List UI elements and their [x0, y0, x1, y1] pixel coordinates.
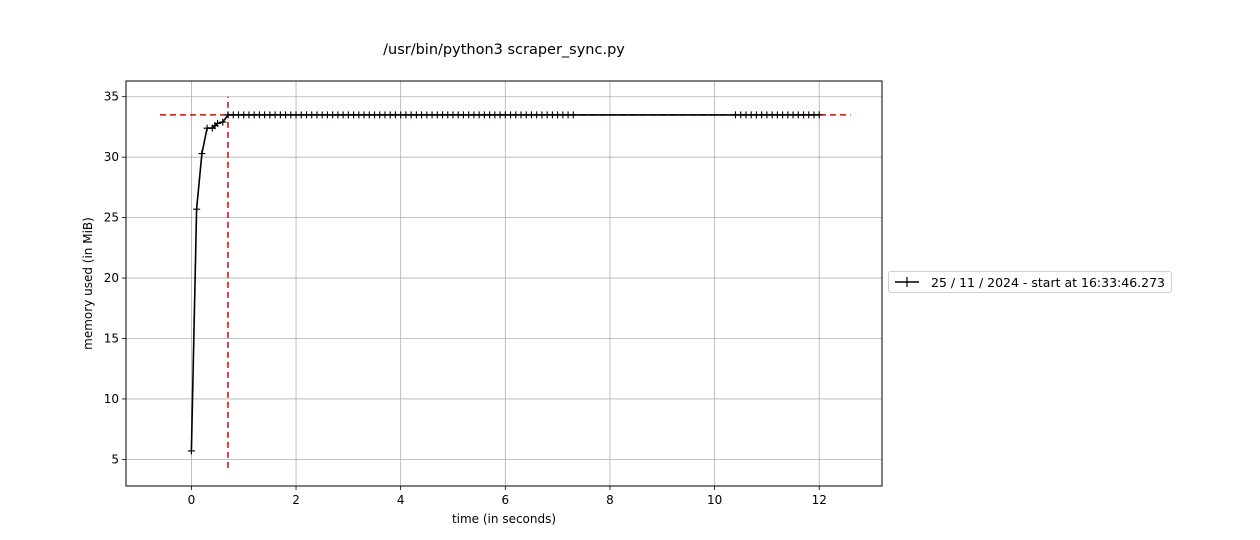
chart-title: /usr/bin/python3 scraper_sync.py — [383, 42, 625, 58]
data-point-marker — [219, 118, 227, 126]
x-tick-label: 0 — [188, 493, 196, 507]
y-tick-label: 5 — [111, 452, 119, 466]
x-tick-label: 4 — [397, 493, 405, 507]
legend-label: 25 / 11 / 2024 - start at 16:33:46.273 — [931, 274, 1165, 290]
grid-lines — [126, 81, 882, 486]
data-point-marker — [815, 111, 823, 119]
legend: 25 / 11 / 2024 - start at 16:33:46.273 — [888, 271, 1172, 293]
legend-line-plus-icon — [895, 277, 919, 287]
plot-frame — [125, 80, 883, 487]
x-tick-label: 8 — [606, 493, 614, 507]
series-layer — [187, 111, 823, 455]
x-tick-label: 12 — [812, 493, 827, 507]
y-tick-label: 20 — [104, 271, 119, 285]
y-tick-label: 15 — [104, 332, 119, 346]
y-tick-label: 25 — [104, 211, 119, 225]
data-point-marker — [214, 119, 222, 127]
y-axis-label: memory used (in MiB) — [81, 217, 95, 350]
data-point-marker — [187, 447, 195, 455]
axis-ticks: 0 2 4 6 8 10 12 5 10 15 20 25 30 35 — [104, 90, 827, 507]
y-tick-label: 10 — [104, 392, 119, 406]
x-tick-label: 10 — [707, 493, 722, 507]
x-tick-label: 6 — [501, 493, 509, 507]
y-tick-label: 30 — [104, 150, 119, 164]
data-point-marker — [193, 205, 201, 213]
x-tick-label: 2 — [292, 493, 300, 507]
data-point-marker — [198, 150, 206, 158]
x-axis-label: time (in seconds) — [452, 512, 556, 526]
data-point-marker — [569, 111, 577, 119]
y-tick-label: 35 — [104, 90, 119, 104]
